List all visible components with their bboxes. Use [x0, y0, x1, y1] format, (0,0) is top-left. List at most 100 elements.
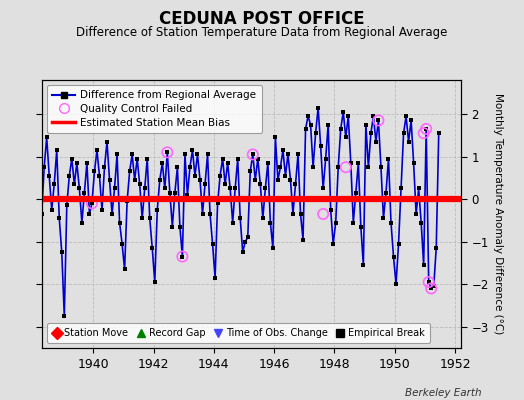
Point — [85, 211, 94, 217]
Point — [286, 177, 294, 183]
Point — [115, 219, 124, 226]
Point — [188, 147, 196, 153]
Point — [387, 219, 395, 226]
Point — [307, 122, 315, 128]
Point — [324, 122, 332, 128]
Point — [261, 185, 269, 192]
Point — [319, 185, 328, 192]
Point — [108, 211, 116, 217]
Point — [173, 164, 182, 170]
Point — [362, 122, 370, 128]
Point — [148, 245, 157, 251]
Point — [209, 240, 217, 247]
Point — [40, 164, 48, 170]
Point — [156, 177, 164, 183]
Point — [143, 156, 151, 162]
Point — [178, 253, 187, 260]
Point — [294, 151, 302, 158]
Point — [269, 245, 277, 251]
Point — [98, 206, 106, 213]
Point — [339, 109, 347, 115]
Point — [346, 160, 355, 166]
Point — [128, 151, 136, 158]
Point — [118, 240, 126, 247]
Point — [231, 185, 239, 192]
Point — [254, 156, 262, 162]
Point — [123, 198, 132, 204]
Point — [95, 172, 104, 179]
Point — [311, 130, 320, 136]
Point — [45, 172, 53, 179]
Point — [402, 113, 410, 119]
Point — [241, 238, 249, 245]
Point — [168, 224, 177, 230]
Point — [276, 164, 285, 170]
Point — [259, 215, 267, 222]
Point — [422, 126, 430, 132]
Legend: Station Move, Record Gap, Time of Obs. Change, Empirical Break: Station Move, Record Gap, Time of Obs. C… — [47, 324, 430, 343]
Point — [90, 168, 99, 175]
Point — [377, 164, 385, 170]
Point — [326, 206, 335, 213]
Point — [372, 138, 380, 145]
Point — [103, 138, 111, 145]
Point — [238, 249, 247, 256]
Point — [211, 275, 219, 281]
Point — [166, 190, 174, 196]
Point — [62, 202, 71, 209]
Point — [228, 219, 237, 226]
Point — [158, 160, 167, 166]
Point — [52, 147, 61, 153]
Point — [88, 200, 96, 206]
Point — [374, 117, 383, 124]
Point — [384, 156, 392, 162]
Point — [251, 177, 259, 183]
Point — [216, 172, 224, 179]
Point — [369, 113, 378, 119]
Point — [364, 164, 373, 170]
Point — [136, 181, 144, 188]
Point — [198, 211, 206, 217]
Point — [420, 130, 428, 136]
Point — [50, 181, 58, 188]
Point — [256, 181, 265, 188]
Point — [264, 160, 272, 166]
Point — [65, 172, 73, 179]
Point — [392, 281, 400, 287]
Point — [30, 172, 38, 179]
Point — [234, 156, 242, 162]
Point — [193, 151, 202, 158]
Point — [201, 181, 209, 188]
Point — [48, 206, 56, 213]
Point — [75, 185, 83, 192]
Point — [113, 151, 121, 158]
Point — [70, 181, 79, 188]
Point — [332, 219, 340, 226]
Point — [178, 253, 187, 260]
Point — [304, 113, 312, 119]
Point — [427, 285, 435, 292]
Point — [68, 156, 76, 162]
Point — [185, 164, 194, 170]
Point — [395, 240, 403, 247]
Point — [379, 215, 388, 222]
Y-axis label: Monthly Temperature Anomaly Difference (°C): Monthly Temperature Anomaly Difference (… — [493, 93, 503, 335]
Point — [219, 156, 227, 162]
Point — [374, 117, 383, 124]
Point — [284, 151, 292, 158]
Point — [133, 156, 141, 162]
Point — [397, 185, 405, 192]
Text: Berkeley Earth: Berkeley Earth — [406, 388, 482, 398]
Point — [88, 200, 96, 206]
Point — [357, 224, 365, 230]
Point — [161, 185, 169, 192]
Point — [93, 147, 101, 153]
Point — [432, 245, 441, 251]
Point — [73, 160, 81, 166]
Point — [417, 219, 425, 226]
Point — [246, 168, 255, 175]
Point — [35, 168, 43, 175]
Point — [163, 149, 171, 156]
Point — [100, 164, 108, 170]
Point — [342, 164, 350, 170]
